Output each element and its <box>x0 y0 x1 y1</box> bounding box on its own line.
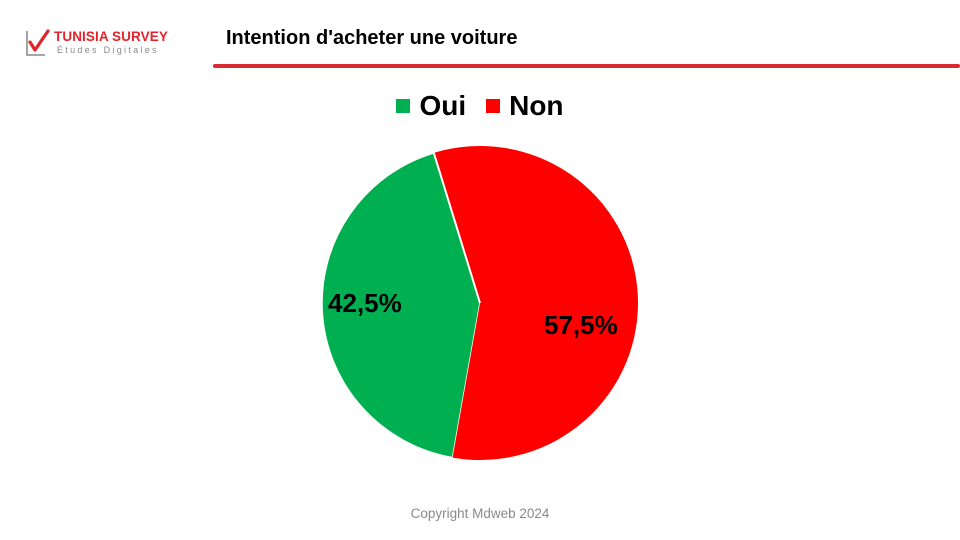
checkmark-logo-icon <box>26 29 50 56</box>
pie-slice-non <box>433 146 639 460</box>
legend-swatch-oui <box>396 99 411 113</box>
legend-item-non: Non <box>486 90 564 122</box>
legend-item-oui: Oui <box>396 90 466 122</box>
pie-slice-oui <box>321 152 481 459</box>
brand-tagline: Études Digitales <box>57 45 159 55</box>
legend-label-non: Non <box>509 90 564 121</box>
title-divider <box>213 64 960 68</box>
data-label-oui: 42,5% <box>328 288 402 318</box>
brand-name: TUNISIA SURVEY <box>54 29 168 44</box>
pie-slice-separator <box>432 152 481 304</box>
legend-label-oui: Oui <box>419 90 467 121</box>
chart-legend: Oui Non <box>0 88 960 124</box>
brand-logo: TUNISIA SURVEY Études Digitales <box>24 26 184 60</box>
legend-swatch-non <box>486 99 501 113</box>
copyright-text: Copyright Mdweb 2024 <box>410 506 550 521</box>
data-label-non: 57,5% <box>544 310 618 340</box>
page-title: Intention d'acheter une voiture <box>226 27 518 49</box>
